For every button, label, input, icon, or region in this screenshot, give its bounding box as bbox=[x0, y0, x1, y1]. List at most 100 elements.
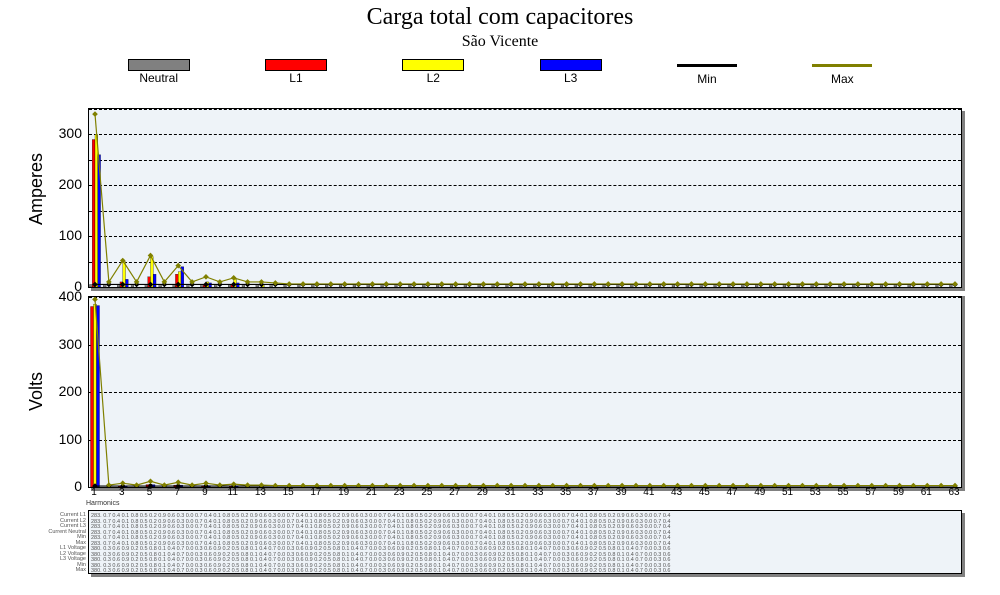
marker bbox=[911, 483, 917, 487]
marker bbox=[883, 281, 889, 287]
marker bbox=[924, 281, 930, 287]
marker bbox=[689, 483, 695, 487]
marker bbox=[911, 281, 917, 287]
marker bbox=[716, 483, 722, 487]
legend-label: Neutral bbox=[139, 71, 178, 85]
amperes-panel bbox=[88, 108, 962, 288]
bar bbox=[94, 304, 97, 487]
x-tick: 45 bbox=[699, 487, 710, 498]
marker bbox=[938, 281, 944, 287]
x-tick: 33 bbox=[532, 487, 543, 498]
x-tick: 3 bbox=[119, 487, 125, 498]
marker bbox=[675, 281, 681, 287]
marker bbox=[661, 281, 667, 287]
y-tick: 200 bbox=[48, 176, 82, 192]
marker bbox=[952, 281, 958, 287]
legend: Neutral L1 L2 L3 Min Max bbox=[90, 59, 910, 86]
legend-label: Min bbox=[697, 72, 716, 86]
marker bbox=[508, 281, 514, 287]
marker bbox=[203, 274, 209, 280]
marker bbox=[786, 281, 792, 287]
x-tick: 35 bbox=[560, 487, 571, 498]
x-tick: 39 bbox=[616, 487, 627, 498]
x-tick: 7 bbox=[174, 487, 180, 498]
marker bbox=[772, 483, 778, 487]
marker bbox=[383, 483, 389, 487]
marker bbox=[564, 281, 570, 287]
marker bbox=[522, 281, 528, 287]
chart-title: Carga total com capacitores bbox=[0, 4, 1000, 31]
x-tick: 23 bbox=[394, 487, 405, 498]
marker bbox=[439, 281, 445, 287]
bar bbox=[153, 274, 156, 287]
legend-label: L2 bbox=[427, 71, 440, 85]
marker bbox=[92, 111, 98, 117]
marker bbox=[370, 281, 376, 287]
y-tick: 0 bbox=[48, 478, 82, 494]
x-tick: 37 bbox=[588, 487, 599, 498]
chart-container: Carga total com capacitores São Vicente … bbox=[0, 4, 1000, 595]
marker bbox=[730, 281, 736, 287]
marker bbox=[744, 281, 750, 287]
x-tick: 47 bbox=[727, 487, 738, 498]
x-tick: 55 bbox=[837, 487, 848, 498]
marker bbox=[342, 281, 348, 287]
marker bbox=[175, 479, 181, 485]
bar bbox=[126, 279, 129, 287]
y-tick: 100 bbox=[48, 227, 82, 243]
x-tick: 9 bbox=[202, 487, 208, 498]
marker bbox=[92, 297, 98, 302]
marker bbox=[855, 483, 861, 487]
x-tick: 13 bbox=[255, 487, 266, 498]
legend-swatch bbox=[402, 59, 464, 71]
marker bbox=[411, 281, 417, 287]
marker bbox=[716, 281, 722, 287]
marker bbox=[148, 478, 154, 484]
marker bbox=[841, 281, 847, 287]
marker bbox=[481, 281, 487, 287]
marker bbox=[578, 483, 584, 487]
bar bbox=[89, 284, 92, 287]
x-tick: 21 bbox=[366, 487, 377, 498]
marker bbox=[453, 281, 459, 287]
marker bbox=[827, 281, 833, 287]
marker bbox=[578, 281, 584, 287]
x-axis-label: Harmonics bbox=[86, 500, 119, 507]
x-tick: 27 bbox=[449, 487, 460, 498]
marker bbox=[619, 281, 625, 287]
legend-label: L1 bbox=[289, 71, 302, 85]
marker bbox=[633, 281, 639, 287]
y-axis-label: Volts bbox=[26, 372, 47, 411]
bar bbox=[95, 134, 98, 287]
y-axis-label: Amperes bbox=[26, 153, 47, 225]
marker bbox=[522, 483, 528, 487]
marker bbox=[605, 483, 611, 487]
x-tick: 49 bbox=[754, 487, 765, 498]
legend-item-l1: L1 bbox=[265, 59, 327, 86]
marker bbox=[605, 281, 611, 287]
legend-label: L3 bbox=[564, 71, 577, 85]
marker bbox=[286, 281, 292, 287]
legend-item-min: Min bbox=[677, 59, 737, 86]
marker bbox=[411, 483, 417, 487]
marker bbox=[661, 483, 667, 487]
marker bbox=[869, 281, 875, 287]
x-tick: 31 bbox=[505, 487, 516, 498]
marker bbox=[328, 281, 334, 287]
x-tick: 41 bbox=[643, 487, 654, 498]
x-tick: 25 bbox=[421, 487, 432, 498]
legend-item-l2: L2 bbox=[402, 59, 464, 86]
x-tick: 59 bbox=[893, 487, 904, 498]
line-max bbox=[95, 114, 955, 284]
x-tick: 1 bbox=[91, 487, 97, 498]
table-row-label: Max bbox=[46, 567, 86, 573]
chart-subtitle: São Vicente bbox=[0, 33, 1000, 51]
plot-svg bbox=[89, 109, 961, 287]
marker bbox=[397, 281, 403, 287]
legend-label: Max bbox=[831, 72, 854, 86]
volts-panel bbox=[88, 296, 962, 488]
legend-item-neutral: Neutral bbox=[128, 59, 190, 86]
marker bbox=[772, 281, 778, 287]
marker bbox=[592, 281, 598, 287]
marker bbox=[800, 281, 806, 287]
